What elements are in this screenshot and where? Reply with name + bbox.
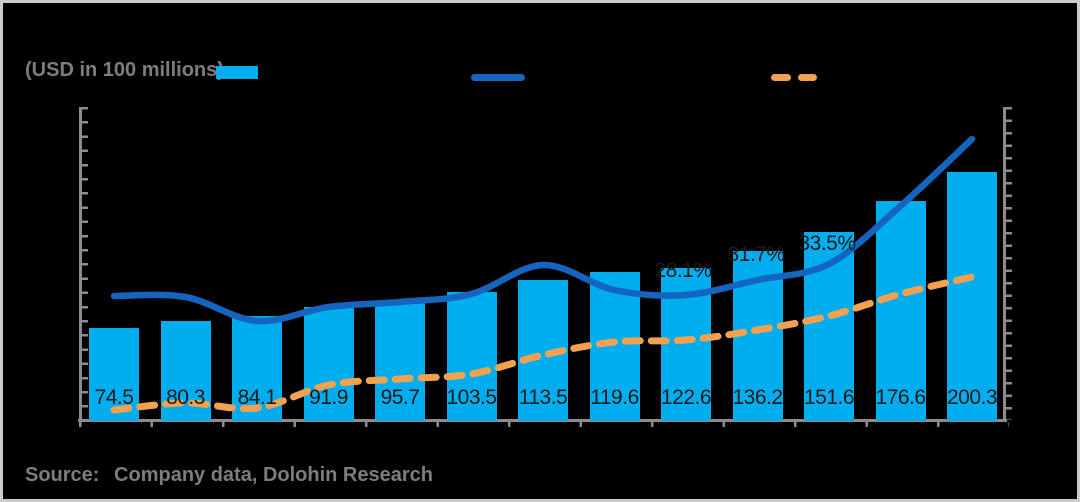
percent-label: 31.7% [727,243,785,266]
bar [947,171,997,421]
axis-units-label: (USD in 100 millions) [25,59,224,81]
y-axis-right-ticks [1005,107,1012,420]
bar-value-label: 95.7 [380,386,420,409]
bar-value-label: 122.6 [660,386,712,409]
source-note: Source: Company data, Dolohin Research [25,464,433,487]
bar-value-label: 84.1 [237,386,277,409]
bar-value-label: 151.6 [803,386,855,409]
source-text: Company data, Dolohin Research [114,464,433,486]
bar-value-label: 103.5 [446,386,497,409]
bar-value-label: 113.5 [518,386,568,409]
legend-dashed-line-swatch [771,74,818,81]
legend-bar-swatch [216,66,258,79]
legend-dash-segment [798,74,817,81]
percent-label: 28.1% [654,259,712,282]
y-axis-left-ticks [81,107,88,420]
bar-value-label: 176.6 [875,386,926,409]
bar-value-label: 91.9 [309,386,348,409]
legend-dash-segment [771,74,791,81]
legend-solid-line-swatch [471,74,525,81]
bar-value-label: 136.2 [732,386,783,409]
x-axis-ticks [78,421,1009,427]
source-label: Source: [25,464,100,486]
y-axis-right [1003,107,1006,421]
bar-value-label: 74.5 [94,386,134,409]
bar-value-label: 200.3 [946,386,998,409]
percent-label: 33.5% [798,232,856,255]
bar-value-label: 119.6 [590,386,639,409]
bar-value-label: 80.3 [166,386,205,409]
y-axis-left [79,107,82,421]
